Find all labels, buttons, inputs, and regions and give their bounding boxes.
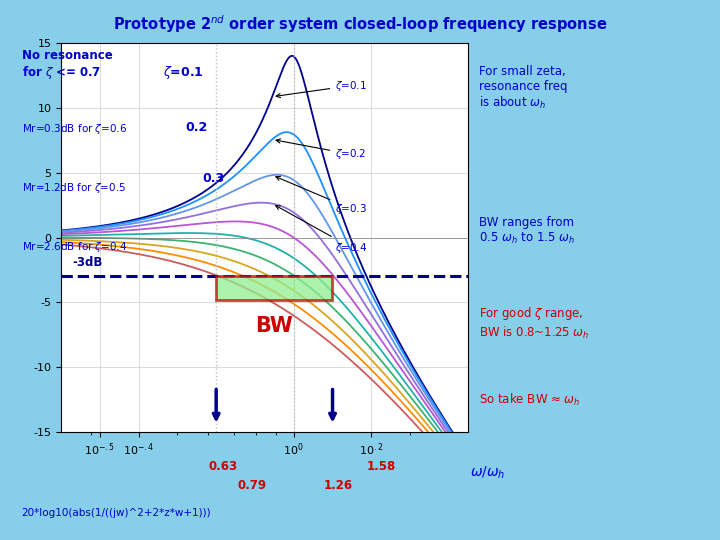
- Text: 0.79: 0.79: [238, 478, 266, 492]
- Text: For good $\zeta$ range,
BW is 0.8~1.25 $\omega_h$: For good $\zeta$ range, BW is 0.8~1.25 $…: [479, 305, 589, 341]
- Text: $\zeta$=0.1: $\zeta$=0.1: [276, 78, 367, 98]
- Text: Prototype 2$^{nd}$ order system closed-loop frequency response: Prototype 2$^{nd}$ order system closed-l…: [113, 14, 607, 35]
- Text: 0.2: 0.2: [185, 122, 207, 134]
- Text: 0.63: 0.63: [209, 460, 238, 473]
- Text: BW ranges from
0.5 $\omega_h$ to 1.5 $\omega_h$: BW ranges from 0.5 $\omega_h$ to 1.5 $\o…: [479, 216, 575, 246]
- Text: 1.58: 1.58: [367, 460, 396, 473]
- Text: Mr=0.3dB for $\zeta$=0.6: Mr=0.3dB for $\zeta$=0.6: [22, 122, 127, 136]
- Text: Mr=2.6dB for $\zeta$=0.4: Mr=2.6dB for $\zeta$=0.4: [22, 240, 127, 254]
- Text: BW: BW: [256, 316, 293, 336]
- Text: For small zeta,
resonance freq
is about $\omega_h$: For small zeta, resonance freq is about …: [479, 65, 567, 111]
- Text: $\omega/\omega_h$: $\omega/\omega_h$: [469, 464, 505, 481]
- Text: 20*log10(abs(1/((jw)^2+2*z*w+1))): 20*log10(abs(1/((jw)^2+2*z*w+1))): [22, 508, 211, 518]
- Text: -3dB: -3dB: [73, 256, 103, 269]
- Text: $\zeta$=0.1: $\zeta$=0.1: [163, 64, 204, 80]
- Text: Mr=1.2dB for $\zeta$=0.5: Mr=1.2dB for $\zeta$=0.5: [22, 181, 126, 195]
- Text: $\zeta$=0.4: $\zeta$=0.4: [276, 206, 367, 254]
- Text: $\zeta$=0.2: $\zeta$=0.2: [276, 139, 366, 161]
- Text: 1.26: 1.26: [324, 478, 353, 492]
- Bar: [216, 276, 333, 300]
- Text: So take BW ≈ $\omega_h$: So take BW ≈ $\omega_h$: [479, 392, 580, 408]
- Text: 0.3: 0.3: [202, 172, 225, 185]
- Text: No resonance
for $\zeta$ <= 0.7: No resonance for $\zeta$ <= 0.7: [22, 49, 112, 81]
- Text: $\zeta$=0.3: $\zeta$=0.3: [276, 177, 367, 215]
